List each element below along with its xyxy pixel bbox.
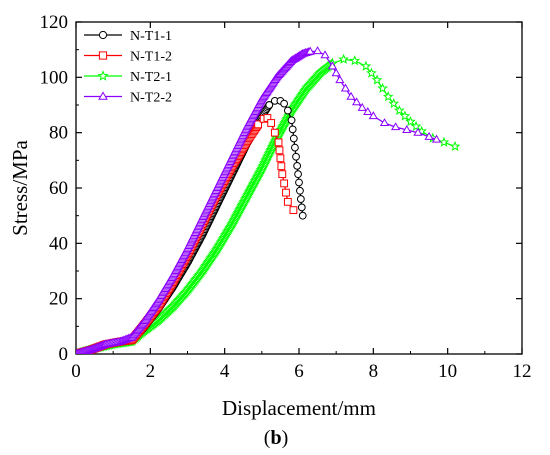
x-tick-label: 2 <box>146 361 156 382</box>
circle-marker <box>288 125 297 134</box>
legend-entry-n-t2-2: N-T2-2 <box>84 91 172 106</box>
y-tick-label: 40 <box>49 233 68 254</box>
triangle-marker <box>346 91 356 100</box>
star-marker <box>382 91 394 102</box>
star-marker <box>388 98 400 109</box>
circle-marker <box>280 99 289 108</box>
triangle-marker <box>312 46 323 55</box>
star-marker <box>360 60 372 71</box>
triangle-marker <box>363 107 373 115</box>
x-tick-label: 12 <box>513 361 532 382</box>
legend-label: N-T1-2 <box>130 50 172 65</box>
square-marker <box>282 188 290 197</box>
y-tick-label: 100 <box>40 67 69 88</box>
circle-marker <box>296 195 305 203</box>
circle-marker <box>292 152 300 161</box>
square-marker <box>277 162 286 171</box>
triangle-marker <box>402 124 412 133</box>
triangle-marker <box>331 68 341 77</box>
circle-marker <box>294 170 302 179</box>
star-marker <box>366 67 377 78</box>
square-marker <box>276 154 285 163</box>
star-marker <box>394 104 405 116</box>
square-marker <box>270 128 279 137</box>
square-marker <box>289 206 298 215</box>
series-line <box>76 100 304 354</box>
caption-close: ) <box>282 427 289 449</box>
x-tick-label: 10 <box>438 361 457 382</box>
circle-marker <box>98 30 108 40</box>
y-tick-label: 60 <box>49 178 68 199</box>
y-tick-label: 120 <box>40 12 69 33</box>
circle-marker <box>291 143 299 152</box>
star-marker <box>338 53 349 64</box>
series-n-t2-2 <box>76 46 442 354</box>
series-line <box>76 117 294 354</box>
star-marker <box>97 70 109 81</box>
star-marker <box>449 140 461 152</box>
star-marker <box>371 74 383 85</box>
triangle-marker <box>305 46 315 55</box>
square-marker <box>267 119 276 127</box>
legend: N-T1-1 N-T1-2 N-T2-1 N-T2-2 <box>84 29 172 106</box>
circle-marker <box>283 106 292 115</box>
series-layer <box>76 46 461 354</box>
circle-marker <box>296 186 304 195</box>
square-marker <box>278 170 287 179</box>
square-marker <box>274 138 283 147</box>
square-marker <box>280 179 289 188</box>
star-marker <box>405 116 416 127</box>
circle-marker <box>298 211 307 220</box>
star-marker <box>399 110 411 121</box>
triangle-marker <box>368 111 378 120</box>
triangle-marker <box>320 50 330 59</box>
square-marker <box>275 146 284 155</box>
circle-marker <box>287 116 296 125</box>
x-tick-label: 4 <box>220 361 230 382</box>
square-marker <box>254 120 263 129</box>
legend-label: N-T2-1 <box>130 70 172 85</box>
star-marker <box>410 120 422 131</box>
x-tick-label: 0 <box>71 361 81 382</box>
triangle-marker <box>431 134 442 143</box>
circle-marker <box>295 178 303 187</box>
triangle-marker <box>327 61 338 70</box>
x-axis-title: Displacement/mm <box>222 396 376 420</box>
figure-caption: (b) <box>264 427 288 449</box>
legend-label: N-T1-1 <box>130 29 172 44</box>
star-marker <box>349 55 361 66</box>
legend-entry-n-t2-1: N-T2-1 <box>84 70 172 85</box>
circle-marker <box>297 203 306 212</box>
series-n-t1-2 <box>76 114 298 354</box>
triangle-marker <box>340 83 351 92</box>
triangle-marker <box>98 91 108 100</box>
caption-open: ( <box>264 427 271 449</box>
star-marker <box>438 136 450 147</box>
triangle-marker <box>413 127 423 136</box>
circle-marker <box>293 161 302 170</box>
star-marker <box>377 82 388 93</box>
legend-entry-n-t1-1: N-T1-1 <box>84 29 172 44</box>
legend-label: N-T2-2 <box>130 91 172 106</box>
triangle-marker <box>379 118 390 127</box>
legend-entry-n-t1-2: N-T1-2 <box>84 50 172 65</box>
circle-marker <box>265 101 274 109</box>
triangle-marker <box>357 102 367 111</box>
x-tick-label: 8 <box>369 361 379 382</box>
y-tick-label: 80 <box>49 123 68 144</box>
triangle-marker <box>424 131 434 140</box>
caption-letter: b <box>270 427 281 449</box>
y-tick-label: 0 <box>59 344 69 365</box>
x-tick-label: 6 <box>294 361 304 382</box>
triangle-marker <box>335 75 345 84</box>
triangle-marker <box>391 122 401 131</box>
triangle-marker <box>352 97 362 106</box>
y-axis-title: Stress/MPa <box>8 139 32 235</box>
circle-marker <box>289 134 298 143</box>
square-marker <box>98 51 108 60</box>
y-tick-label: 20 <box>49 289 68 310</box>
square-marker <box>283 197 292 206</box>
